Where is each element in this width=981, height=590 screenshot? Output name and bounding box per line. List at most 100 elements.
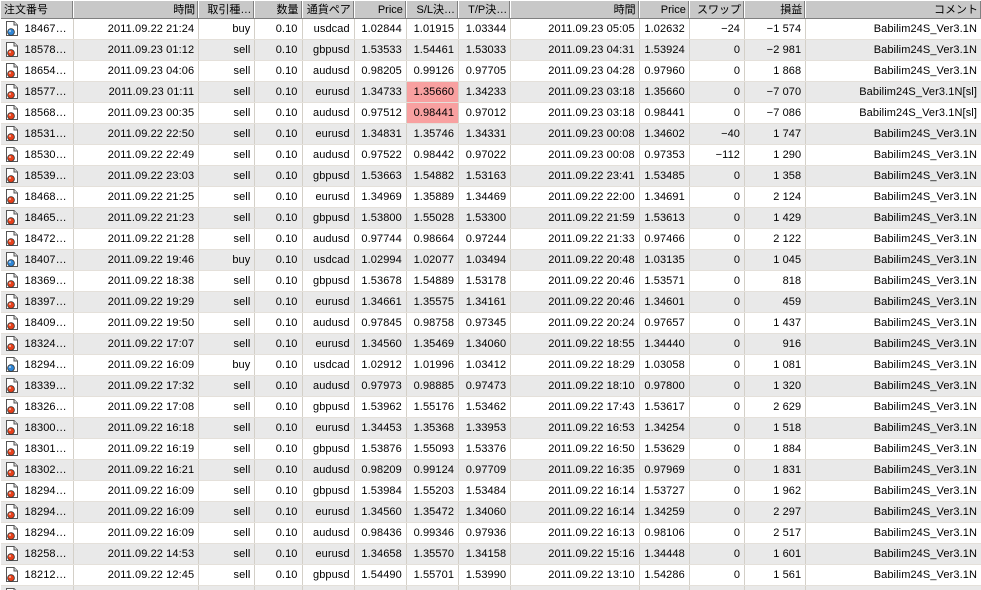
table-row[interactable]: 18153…2011.09.22 10:31sell0.10eurusd1.35… — [1, 585, 981, 590]
column-header-label: S/L決… — [416, 3, 456, 16]
column-header-profit[interactable]: 損益 — [744, 0, 807, 19]
cell-close_time: 2011.09.22 16:35 — [510, 459, 640, 481]
cell-sl: 1.55093 — [406, 438, 460, 460]
table-row[interactable]: 18397… 2011.09.22 19:29 sell 0.10 eurusd 1.34… — [1, 291, 981, 313]
cell-tp: 0.97473 — [458, 375, 512, 397]
cell-type: sell — [198, 102, 256, 124]
table-row[interactable]: 18339… 2011.09.22 17:32 sell 0.10 audusd 0.97… — [1, 375, 981, 397]
cell-price_open: 1.34658 — [354, 543, 407, 565]
cell-order-no: 18294… — [1, 501, 74, 523]
cell-volume: 0.10 — [254, 438, 303, 460]
cell-open_time: 2011.09.22 16:18 — [73, 417, 200, 439]
cell-price_open: 1.53800 — [354, 207, 407, 229]
cell-symbol: gbpusd — [302, 564, 355, 586]
table-row[interactable]: 18539… 2011.09.22 23:03 sell 0.10 gbpusd 1.53… — [1, 165, 981, 187]
cell-close_time: 2011.09.23 04:31 — [510, 39, 640, 61]
table-row[interactable]: 18409… 2011.09.22 19:50 sell 0.10 audusd 0.97… — [1, 312, 981, 334]
cell-volume: 0.10 — [254, 81, 303, 103]
table-row[interactable]: 18407… 2011.09.22 19:46 buy 0.10 usdcad 1.029… — [1, 249, 981, 271]
cell-symbol: gbpusd — [302, 165, 355, 187]
cell-price_close: 1.53485 — [639, 165, 690, 187]
table-row[interactable]: 18324… 2011.09.22 17:07 sell 0.10 eurusd 1.34… — [1, 333, 981, 355]
table-row[interactable]: 18258… 2011.09.22 14:53 sell 0.10 eurusd 1.34… — [1, 543, 981, 565]
document-sell-icon — [6, 546, 18, 561]
table-row[interactable]: 18326… 2011.09.22 17:08 sell 0.10 gbpusd 1.53… — [1, 396, 981, 418]
cell-volume: 0.10 — [254, 165, 303, 187]
cell-price_open: 1.53678 — [354, 270, 407, 292]
table-row[interactable]: 18302… 2011.09.22 16:21 sell 0.10 audusd 0.98… — [1, 459, 981, 481]
cell-sl: 0.99126 — [406, 60, 460, 82]
column-header-swap[interactable]: スワップ — [689, 0, 746, 19]
cell-sl-hit-highlight: 0.98441 — [406, 102, 460, 124]
cell-type: sell — [198, 291, 256, 313]
table-row[interactable]: 18578… 2011.09.23 01:12 sell 0.10 gbpusd 1.53… — [1, 39, 981, 61]
cell-price_open: 0.97512 — [354, 102, 407, 124]
table-row[interactable]: 18531… 2011.09.22 22:50 sell 0.10 eurusd 1.34… — [1, 123, 981, 145]
table-row[interactable]: 18654… 2011.09.23 04:06 sell 0.10 audusd 0.98… — [1, 60, 981, 82]
column-header-order_no[interactable]: 注文番号 — [1, 0, 74, 19]
cell-sl: 1.35889 — [406, 186, 460, 208]
document-buy-icon — [6, 21, 18, 36]
cell-swap: 0 — [689, 459, 746, 481]
cell-comment: Babilim24S_Ver3.1N[sl] — [805, 81, 981, 103]
cell-open_time: 2011.09.22 21:24 — [73, 18, 200, 40]
table-row[interactable]: 18294… 2011.09.22 16:09 buy 0.10 usdcad 1.029… — [1, 354, 981, 376]
cell-sl: 1.55028 — [406, 207, 460, 229]
cell-order-no: 18301… — [1, 438, 74, 460]
cell-price_close: 0.97960 — [639, 60, 690, 82]
document-sell-icon — [6, 462, 18, 477]
cell-price_open: 1.34661 — [354, 291, 407, 313]
table-row[interactable]: 18472… 2011.09.22 21:28 sell 0.10 audusd 0.97… — [1, 228, 981, 250]
table-row[interactable]: 18465… 2011.09.22 21:23 sell 0.10 gbpusd 1.53… — [1, 207, 981, 229]
table-row[interactable]: 18530… 2011.09.22 22:49 sell 0.10 audusd 0.97… — [1, 144, 981, 166]
table-row[interactable]: 18212… 2011.09.22 12:45 sell 0.10 gbpusd 1.54… — [1, 564, 981, 586]
table-row[interactable]: 18301… 2011.09.22 16:19 sell 0.10 gbpusd 1.53… — [1, 438, 981, 460]
cell-open_time: 2011.09.22 19:29 — [73, 291, 200, 313]
order-number-label: 18530… — [24, 148, 67, 161]
cell-price_close: 0.97969 — [639, 459, 690, 481]
cell-price_open: 1.54490 — [354, 564, 407, 586]
cell-volume: 0.10 — [254, 543, 303, 565]
cell-volume: 0.10 — [254, 291, 303, 313]
column-header-comment[interactable]: コメント — [805, 0, 981, 19]
column-header-type[interactable]: 取引種… — [198, 0, 256, 19]
table-row[interactable]: 18294… 2011.09.22 16:09 sell 0.10 audusd 0.98… — [1, 522, 981, 544]
order-number-label: 18531… — [24, 127, 67, 140]
cell-symbol: eurusd — [302, 81, 355, 103]
table-row[interactable]: 18300… 2011.09.22 16:18 sell 0.10 eurusd 1.34… — [1, 417, 981, 439]
column-header-sl[interactable]: S/L決… — [406, 0, 460, 19]
cell-profit: −1 574 — [744, 18, 807, 40]
cell-swap: 0 — [689, 333, 746, 355]
column-header-tp[interactable]: T/P決… — [458, 0, 512, 19]
table-row[interactable]: 18468… 2011.09.22 21:25 sell 0.10 eurusd 1.34… — [1, 186, 981, 208]
cell-tp: 1.34158 — [458, 543, 512, 565]
column-header-label: Price — [377, 3, 403, 16]
column-header-symbol[interactable]: 通貨ペア — [302, 0, 355, 19]
cell-order-no: 18294… — [1, 522, 74, 544]
table-row[interactable]: 18294… 2011.09.22 16:09 sell 0.10 gbpusd 1.53… — [1, 480, 981, 502]
cell-tp: 0.97012 — [458, 102, 512, 124]
cell-sl: 1.35746 — [406, 123, 460, 145]
cell-symbol: audusd — [302, 144, 355, 166]
cell-volume: 0.10 — [254, 333, 303, 355]
table-row[interactable]: 18568… 2011.09.23 00:35 sell 0.10 audusd 0.97… — [1, 102, 981, 124]
cell-tp: 1.53484 — [458, 480, 512, 502]
column-header-close_time[interactable]: 時間 — [510, 0, 640, 19]
cell-type: sell — [198, 459, 256, 481]
cell-order-no: 18294… — [1, 480, 74, 502]
cell-close_time: 2011.09.22 20:24 — [510, 312, 640, 334]
column-header-volume[interactable]: 数量 — [254, 0, 303, 19]
cell-order-no: 18324… — [1, 333, 74, 355]
table-row[interactable]: 18577… 2011.09.23 01:11 sell 0.10 eurusd 1.34… — [1, 81, 981, 103]
column-header-open_time[interactable]: 時間 — [73, 0, 200, 19]
cell-close_time: 2011.09.22 18:29 — [510, 354, 640, 376]
cell-tp: 1.53178 — [458, 270, 512, 292]
column-header-price_open[interactable]: Price — [354, 0, 407, 19]
column-header-price_close[interactable]: Price — [639, 0, 690, 19]
cell-volume: 0.10 — [254, 249, 303, 271]
table-row[interactable]: 18294… 2011.09.22 16:09 sell 0.10 eurusd 1.34… — [1, 501, 981, 523]
cell-type: sell — [198, 165, 256, 187]
cell-order-no: 18339… — [1, 375, 74, 397]
table-row[interactable]: 18467… 2011.09.22 21:24 buy 0.10 usdcad 1.028… — [1, 18, 981, 40]
table-row[interactable]: 18369… 2011.09.22 18:38 sell 0.10 gbpusd 1.53… — [1, 270, 981, 292]
